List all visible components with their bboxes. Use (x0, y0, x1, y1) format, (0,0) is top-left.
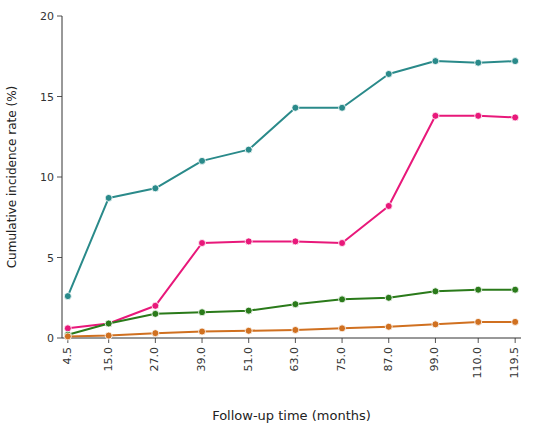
point (475, 318, 482, 325)
point (432, 288, 439, 295)
x-axis: 4.5 15.0 27.0 39.0 51.0 63.0 75.0 87.0 99.0 110.0… (61, 338, 521, 379)
tick-label: 87.0 (382, 347, 395, 372)
point (432, 112, 439, 119)
tick-label: 10 (40, 171, 54, 184)
tick-mark (342, 338, 343, 343)
tick-label: 119.5 (508, 347, 521, 379)
plot-area (64, 58, 518, 340)
point (199, 328, 206, 335)
x-axis-line (62, 338, 521, 339)
x-axis-label: Follow-up time (months) (212, 408, 371, 423)
point (152, 185, 159, 192)
point (339, 325, 346, 332)
point (512, 286, 519, 293)
tick-label: 20 (40, 10, 54, 23)
point (105, 332, 112, 339)
point (245, 146, 252, 153)
tick-mark (295, 338, 296, 343)
tick-label: 15 (40, 91, 54, 104)
chart: 0 5 10 15 20 4.5 15.0 27.0 39.0 51.0 63.0 75.0 87.0 9… (0, 0, 537, 430)
point (475, 112, 482, 119)
series (64, 318, 518, 339)
tick-label: 51.0 (242, 347, 255, 372)
tick-mark (515, 338, 516, 343)
series (64, 58, 518, 300)
tick-mark (57, 338, 62, 339)
point (339, 240, 346, 247)
point (152, 310, 159, 317)
series (64, 112, 518, 332)
point (339, 104, 346, 111)
point (199, 157, 206, 164)
tick-mark (155, 338, 156, 343)
point (199, 240, 206, 247)
point (292, 326, 299, 333)
y-axis: 0 5 10 15 20 (40, 10, 62, 345)
point (245, 238, 252, 245)
point (105, 320, 112, 327)
tick-label: 63.0 (288, 347, 301, 372)
point (64, 333, 71, 340)
point (512, 58, 519, 65)
y-axis-line (62, 16, 63, 338)
tick-mark (435, 338, 436, 343)
tick-mark (478, 338, 479, 343)
point (385, 202, 392, 209)
y-axis-label: Cumulative incidence rate (%) (5, 86, 19, 269)
point (245, 307, 252, 314)
point (245, 327, 252, 334)
point (432, 58, 439, 65)
series (64, 286, 518, 338)
tick-mark (388, 338, 389, 343)
point (512, 318, 519, 325)
point (385, 323, 392, 330)
point (385, 70, 392, 77)
point (64, 293, 71, 300)
point (475, 59, 482, 66)
tick-label: 75.0 (335, 347, 348, 372)
point (199, 309, 206, 316)
tick-mark (57, 257, 62, 258)
tick-label: 0 (47, 332, 54, 345)
point (512, 114, 519, 121)
tick-label: 27.0 (148, 347, 161, 372)
tick-mark (57, 96, 62, 97)
point (475, 286, 482, 293)
tick-mark (202, 338, 203, 343)
point (105, 320, 112, 327)
line (68, 322, 515, 336)
point (292, 238, 299, 245)
tick-label: 110.0 (471, 347, 484, 379)
tick-mark (248, 338, 249, 343)
line (68, 290, 515, 335)
line (68, 61, 515, 296)
tick-label: 4.5 (61, 347, 74, 365)
point (292, 104, 299, 111)
tick-label: 99.0 (428, 347, 441, 372)
tick-mark (57, 16, 62, 17)
point (385, 294, 392, 301)
point (152, 330, 159, 337)
point (432, 321, 439, 328)
line (68, 116, 515, 329)
point (64, 325, 71, 332)
point (292, 301, 299, 308)
tick-mark (57, 177, 62, 178)
tick-label: 15.0 (102, 347, 115, 372)
point (105, 194, 112, 201)
tick-label: 39.0 (195, 347, 208, 372)
point (152, 302, 159, 309)
tick-label: 5 (47, 252, 54, 265)
point (339, 296, 346, 303)
